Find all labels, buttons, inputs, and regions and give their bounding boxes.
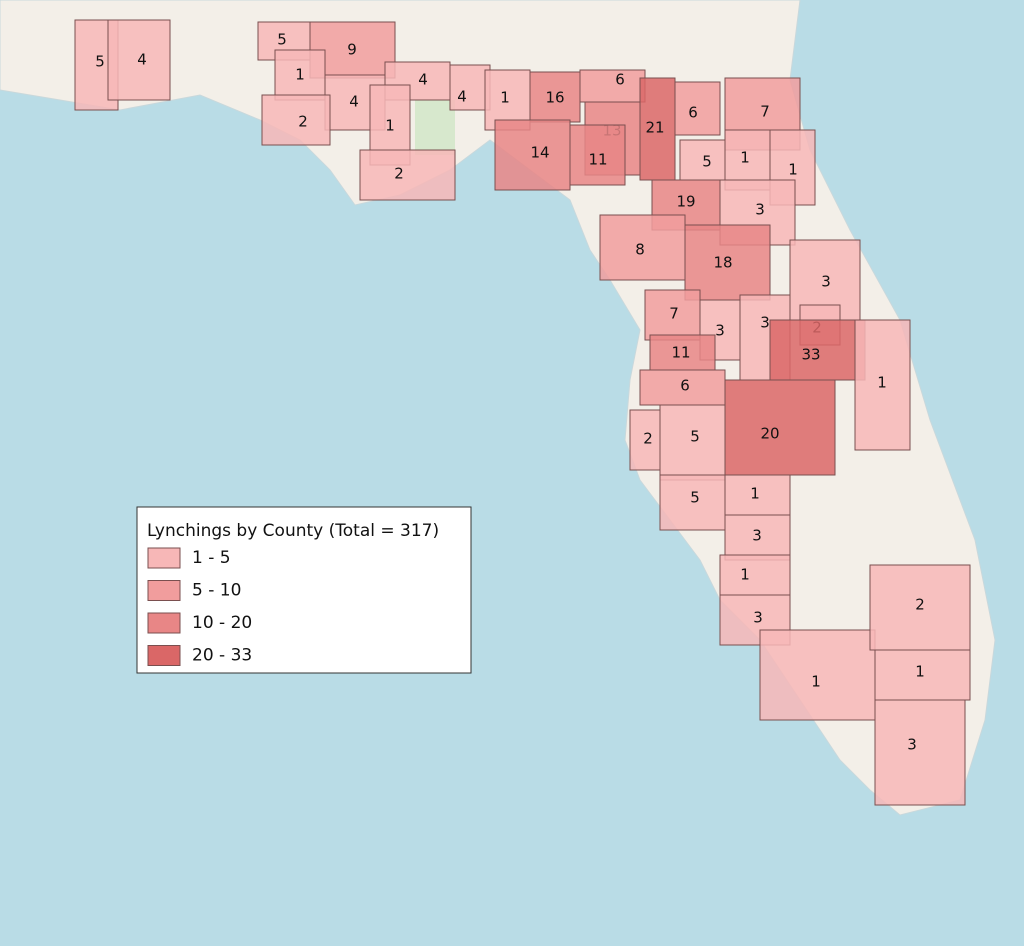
legend-label: 10 - 20 bbox=[192, 613, 252, 633]
county-label: 18 bbox=[713, 254, 732, 272]
unlabeled-county bbox=[415, 100, 455, 155]
county bbox=[674, 81, 721, 136]
county-label: 6 bbox=[680, 377, 690, 395]
county-label: 6 bbox=[688, 104, 698, 122]
county-label: 5 bbox=[690, 489, 700, 507]
county-label: 1 bbox=[295, 66, 305, 84]
county bbox=[874, 649, 971, 701]
county-label: 5 bbox=[702, 153, 712, 171]
county bbox=[261, 94, 331, 146]
county bbox=[724, 379, 836, 476]
county-label: 3 bbox=[752, 527, 762, 545]
county-label: 1 bbox=[740, 566, 750, 584]
county bbox=[569, 124, 626, 186]
county-label: 1 bbox=[750, 485, 760, 503]
county-label: 20 bbox=[760, 425, 779, 443]
county-label: 7 bbox=[669, 305, 679, 323]
county-label: 2 bbox=[915, 596, 925, 614]
county-label: 9 bbox=[347, 41, 357, 59]
county bbox=[874, 699, 966, 806]
county-label: 1 bbox=[500, 89, 510, 107]
county bbox=[629, 409, 661, 471]
legend: Lynchings by County (Total = 317) 1 - 5 5… bbox=[136, 506, 472, 674]
county-label: 3 bbox=[760, 314, 770, 332]
county bbox=[107, 19, 171, 101]
legend-swatch bbox=[147, 547, 181, 569]
county-label: 11 bbox=[671, 344, 690, 362]
county bbox=[494, 119, 571, 191]
legend-swatch bbox=[147, 645, 181, 666]
county bbox=[659, 404, 726, 481]
legend-box bbox=[136, 506, 472, 674]
county-label: 6 bbox=[615, 71, 625, 89]
county-label: 3 bbox=[715, 322, 725, 340]
county-label: 2 bbox=[298, 113, 308, 131]
county bbox=[724, 474, 791, 516]
county-label: 1 bbox=[788, 161, 798, 179]
county-label: 1 bbox=[385, 117, 395, 135]
county bbox=[579, 69, 646, 103]
county bbox=[649, 334, 716, 371]
county-label: 4 bbox=[418, 71, 428, 89]
county-label: 5 bbox=[277, 31, 287, 49]
county bbox=[644, 289, 701, 341]
county bbox=[449, 64, 491, 111]
county-label: 33 bbox=[801, 346, 820, 364]
county bbox=[769, 319, 866, 381]
county bbox=[359, 149, 456, 201]
county bbox=[759, 629, 876, 721]
county-label: 7 bbox=[760, 103, 770, 121]
county-label: 2 bbox=[643, 430, 653, 448]
county-label: 11 bbox=[588, 151, 607, 169]
county-label: 1 bbox=[915, 663, 925, 681]
county-label: 14 bbox=[530, 144, 549, 162]
county-label: 5 bbox=[690, 428, 700, 446]
counties: 5459142414211662167131411511193818373323… bbox=[74, 19, 971, 806]
county-label: 5 bbox=[95, 53, 105, 71]
county-label: 19 bbox=[676, 193, 695, 211]
county-label: 1 bbox=[811, 673, 821, 691]
county-label: 4 bbox=[349, 93, 359, 111]
county bbox=[684, 224, 771, 301]
legend-label: 20 - 33 bbox=[192, 646, 252, 666]
county-label: 16 bbox=[545, 89, 564, 107]
county-label: 4 bbox=[137, 51, 147, 69]
legend-label: 5 - 10 bbox=[192, 581, 241, 601]
county bbox=[869, 564, 971, 651]
county-label: 3 bbox=[821, 273, 831, 291]
county-label: 2 bbox=[394, 165, 404, 183]
county bbox=[599, 214, 686, 281]
county bbox=[854, 319, 911, 451]
county-label: 4 bbox=[457, 88, 467, 106]
county-label: 21 bbox=[645, 119, 664, 137]
county-label: 8 bbox=[635, 241, 645, 259]
county-label: 3 bbox=[907, 736, 917, 754]
legend-title: Lynchings by County (Total = 317) bbox=[147, 521, 439, 541]
county-label: 3 bbox=[755, 201, 765, 219]
county bbox=[274, 49, 326, 101]
county-label: 3 bbox=[753, 609, 763, 627]
county-label: 1 bbox=[740, 149, 750, 167]
county-label: 1 bbox=[877, 374, 887, 392]
county bbox=[719, 554, 791, 596]
legend-swatch bbox=[147, 612, 181, 634]
legend-label: 1 - 5 bbox=[192, 548, 231, 568]
legend-swatch bbox=[147, 580, 181, 601]
